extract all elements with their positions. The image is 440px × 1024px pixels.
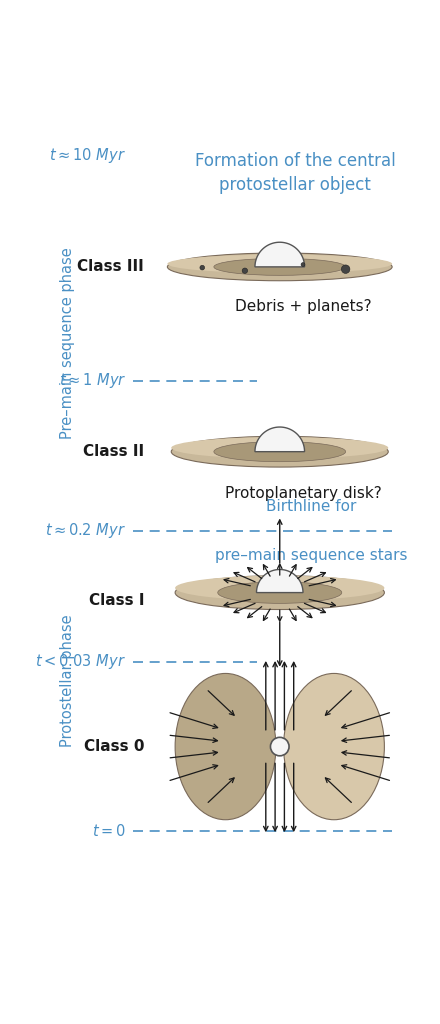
Text: Formation of the central
protostellar object: Formation of the central protostellar ob… [195, 153, 396, 194]
Ellipse shape [175, 575, 385, 600]
Circle shape [341, 265, 350, 273]
Ellipse shape [218, 582, 342, 603]
Polygon shape [255, 427, 304, 452]
Ellipse shape [175, 674, 276, 820]
Text: Protoplanetary disk?: Protoplanetary disk? [225, 486, 381, 502]
Circle shape [301, 262, 305, 266]
Circle shape [200, 265, 205, 270]
Circle shape [242, 268, 248, 273]
Text: Birthline for: Birthline for [266, 499, 356, 514]
Text: Class 0: Class 0 [84, 739, 144, 754]
Text: Debris + planets?: Debris + planets? [235, 299, 371, 314]
Polygon shape [255, 243, 304, 267]
Text: $t \approx 1$ Myr: $t \approx 1$ Myr [59, 372, 126, 390]
Text: Class II: Class II [83, 444, 144, 459]
Text: Protostellar phase: Protostellar phase [60, 614, 75, 748]
Text: $t \approx 10$ Myr: $t \approx 10$ Myr [49, 145, 126, 165]
Ellipse shape [175, 575, 385, 609]
Text: $t = 0$: $t = 0$ [92, 823, 126, 840]
Text: $t \approx 0.2$ Myr: $t \approx 0.2$ Myr [45, 521, 126, 541]
Text: $t < 0.03$ Myr: $t < 0.03$ Myr [35, 652, 126, 672]
Ellipse shape [167, 255, 392, 273]
Text: Pre–main sequence phase: Pre–main sequence phase [60, 247, 75, 439]
Ellipse shape [171, 436, 388, 467]
Ellipse shape [271, 737, 289, 756]
Ellipse shape [167, 253, 392, 281]
Polygon shape [257, 569, 303, 593]
Ellipse shape [214, 258, 346, 275]
Ellipse shape [171, 437, 388, 459]
Text: Class III: Class III [77, 259, 144, 274]
Text: Class I: Class I [88, 593, 144, 608]
Ellipse shape [214, 441, 346, 462]
Text: pre–main sequence stars: pre–main sequence stars [215, 548, 407, 563]
Ellipse shape [284, 674, 385, 820]
